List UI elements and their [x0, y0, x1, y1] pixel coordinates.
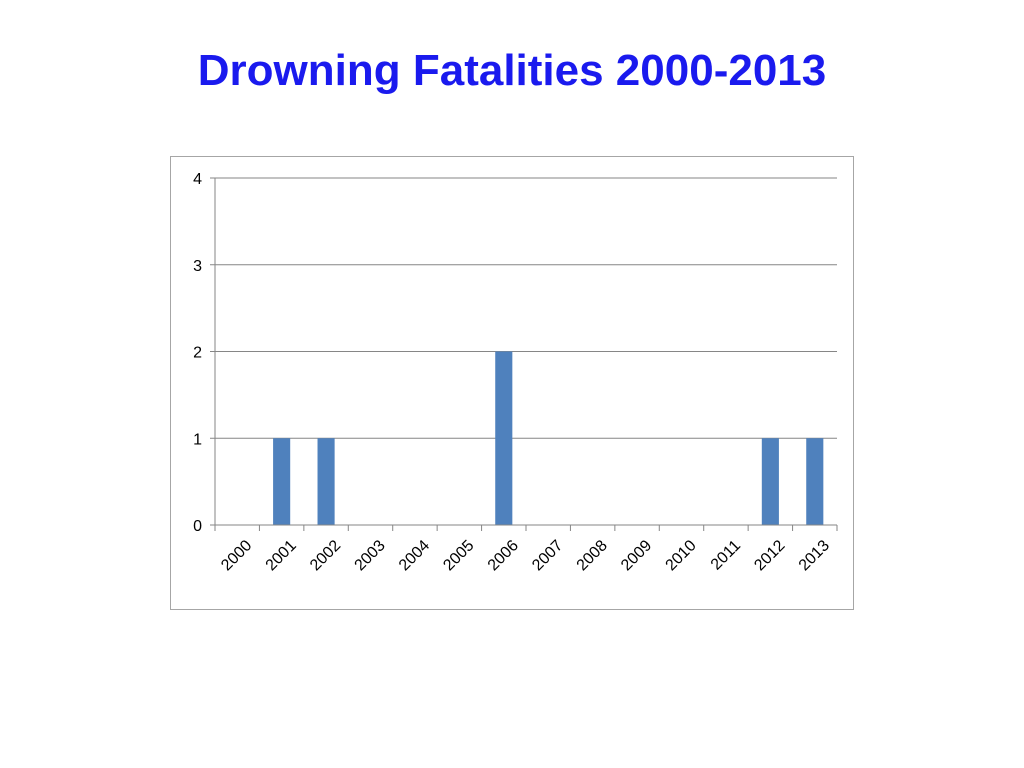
x-tick-label-2006: 2006 [485, 537, 522, 574]
x-tick-label-2009: 2009 [618, 537, 655, 574]
bar-2001 [273, 438, 291, 525]
bar-2013 [806, 438, 824, 525]
y-tick-label-2: 2 [193, 345, 202, 362]
x-tick-label-2002: 2002 [307, 537, 344, 574]
x-tick-label-2007: 2007 [529, 537, 566, 574]
y-tick-label-4: 4 [193, 171, 202, 188]
x-tick-label-2000: 2000 [218, 537, 255, 574]
y-tick-label-1: 1 [193, 431, 202, 448]
y-tick-label-0: 0 [193, 518, 202, 535]
x-tick-label-2011: 2011 [708, 537, 744, 573]
x-tick-label-2012: 2012 [751, 537, 788, 574]
x-tick-label-2005: 2005 [440, 537, 477, 574]
bars [273, 351, 824, 525]
slide-title: Drowning Fatalities 2000-2013 [197, 46, 827, 95]
gridlines [215, 177, 837, 439]
bar-2002 [317, 438, 335, 525]
y-tick-label-3: 3 [193, 258, 202, 275]
x-tick-label-2004: 2004 [396, 537, 433, 574]
bar-2012 [761, 438, 779, 525]
bar-2006 [495, 351, 513, 525]
x-tick-label-2010: 2010 [662, 537, 699, 574]
x-tick-label-2003: 2003 [351, 537, 388, 574]
x-tick-label-2008: 2008 [574, 537, 611, 574]
x-tick-label-2001: 2001 [263, 537, 300, 574]
axes [210, 177, 838, 531]
x-tick-label-2013: 2013 [796, 537, 833, 574]
